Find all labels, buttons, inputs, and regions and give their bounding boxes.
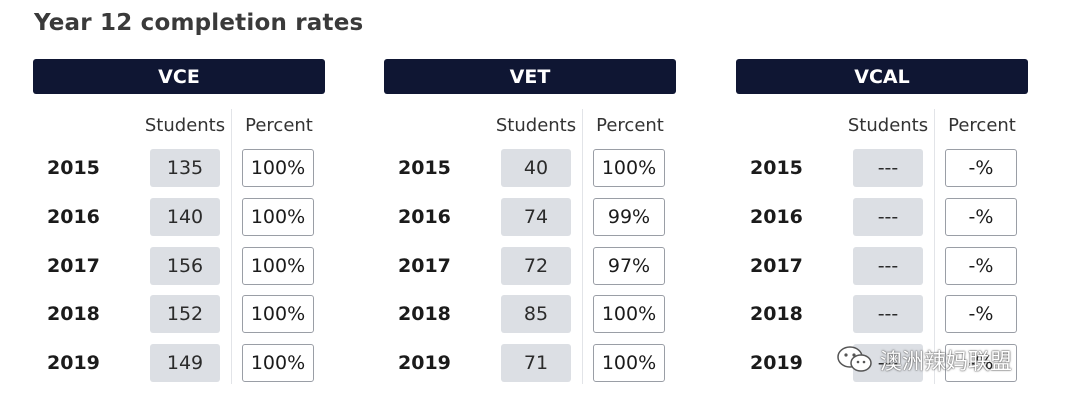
column-header-percent: Percent <box>596 115 664 136</box>
students-value: 135 <box>150 149 220 187</box>
table-row: 2017 72 97% <box>384 247 676 285</box>
column-header-percent: Percent <box>948 115 1016 136</box>
students-value: --- <box>853 295 923 333</box>
students-value: 71 <box>501 344 571 382</box>
row-year: 2018 <box>47 303 100 325</box>
percent-value: 100% <box>242 149 314 187</box>
wechat-icon <box>836 345 874 375</box>
table-row: 2015 40 100% <box>384 149 676 187</box>
row-year: 2016 <box>47 206 100 228</box>
students-value: 140 <box>150 198 220 236</box>
table-row: 2016 74 99% <box>384 198 676 236</box>
students-value: 72 <box>501 247 571 285</box>
panel-header-vce: VCE <box>33 59 325 94</box>
table-row: 2017 156 100% <box>33 247 325 285</box>
row-year: 2019 <box>398 352 451 374</box>
percent-value: -% <box>945 247 1017 285</box>
panel-header-vcal: VCAL <box>736 59 1028 94</box>
column-header-percent: Percent <box>245 115 313 136</box>
column-divider <box>934 109 935 384</box>
percent-value: -% <box>945 149 1017 187</box>
students-value: 40 <box>501 149 571 187</box>
panel-vce: VCE Students Percent 2015 135 100% 2016 … <box>33 59 325 389</box>
percent-value: 100% <box>242 247 314 285</box>
row-year: 2016 <box>750 206 803 228</box>
panel-vet: VET Students Percent 2015 40 100% 2016 7… <box>384 59 676 389</box>
watermark: 澳洲辣妈联盟 <box>836 340 1012 380</box>
column-divider <box>582 109 583 384</box>
table-row: 2015 135 100% <box>33 149 325 187</box>
percent-value: 100% <box>242 344 314 382</box>
percent-value: 97% <box>593 247 665 285</box>
row-year: 2015 <box>398 157 451 179</box>
row-year: 2015 <box>750 157 803 179</box>
percent-value: 100% <box>242 198 314 236</box>
row-year: 2019 <box>47 352 100 374</box>
table-row: 2015 --- -% <box>736 149 1028 187</box>
row-year: 2015 <box>47 157 100 179</box>
percent-value: -% <box>945 198 1017 236</box>
students-value: --- <box>853 149 923 187</box>
students-value: 156 <box>150 247 220 285</box>
row-year: 2018 <box>398 303 451 325</box>
column-header-students: Students <box>847 115 929 136</box>
students-value: --- <box>853 247 923 285</box>
percent-value: -% <box>945 295 1017 333</box>
row-year: 2017 <box>398 255 451 277</box>
table-row: 2017 --- -% <box>736 247 1028 285</box>
table-row: 2019 149 100% <box>33 344 325 382</box>
panel-header-vet: VET <box>384 59 676 94</box>
students-value: --- <box>853 198 923 236</box>
percent-value: 100% <box>593 344 665 382</box>
students-value: 149 <box>150 344 220 382</box>
percent-value: 100% <box>593 295 665 333</box>
table-row: 2018 85 100% <box>384 295 676 333</box>
column-header-students: Students <box>495 115 577 136</box>
table-row: 2018 152 100% <box>33 295 325 333</box>
table-row: 2016 140 100% <box>33 198 325 236</box>
row-year: 2019 <box>750 352 803 374</box>
column-header-students: Students <box>144 115 226 136</box>
students-value: 74 <box>501 198 571 236</box>
table-row: 2018 --- -% <box>736 295 1028 333</box>
percent-value: 99% <box>593 198 665 236</box>
percent-value: -% <box>945 344 1017 382</box>
table-row: 2016 --- -% <box>736 198 1028 236</box>
panel-vcal: VCAL Students Percent 2015 --- -% 2016 -… <box>736 59 1028 389</box>
percent-value: 100% <box>242 295 314 333</box>
percent-value: 100% <box>593 149 665 187</box>
column-divider <box>231 109 232 384</box>
table-row: 2019 71 100% <box>384 344 676 382</box>
row-year: 2017 <box>47 255 100 277</box>
watermark-text: 澳洲辣妈联盟 <box>880 350 1013 375</box>
page-title: Year 12 completion rates <box>34 10 364 36</box>
row-year: 2017 <box>750 255 803 277</box>
students-value: 152 <box>150 295 220 333</box>
students-value: 85 <box>501 295 571 333</box>
row-year: 2018 <box>750 303 803 325</box>
row-year: 2016 <box>398 206 451 228</box>
